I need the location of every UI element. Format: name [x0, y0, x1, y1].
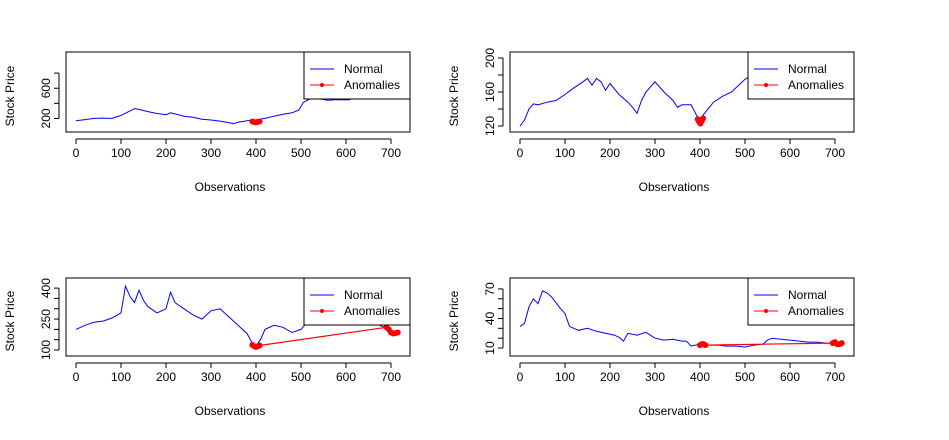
anomaly-point: [700, 115, 707, 122]
series-line-normal: [519, 290, 833, 348]
x-tick-label: 300: [645, 146, 665, 160]
y-tick-label: 400: [39, 278, 53, 298]
x-tick-label: 500: [735, 146, 755, 160]
series-line-normal: [519, 76, 750, 127]
x-tick-label: 200: [156, 146, 176, 160]
anomaly-point: [256, 118, 263, 125]
x-tick-label: 400: [690, 146, 710, 160]
y-tick-label: 200: [39, 108, 53, 128]
x-tick-label: 600: [780, 146, 800, 160]
y-axis-title: Stock Price: [447, 65, 461, 126]
x-axis-title: Observations: [195, 180, 266, 194]
y-tick-label: 250: [39, 309, 53, 329]
y-tick-label: 200: [483, 48, 497, 68]
legend-normal-label: Normal: [788, 62, 827, 76]
x-tick-label: 100: [555, 146, 575, 160]
y-tick-label: 100: [39, 340, 53, 360]
y-tick-label: 160: [483, 82, 497, 102]
y-axis-title: Stock Price: [447, 290, 461, 351]
x-tick-label: 700: [825, 146, 845, 160]
x-tick-label: 0: [517, 146, 524, 160]
x-axis-title: Observations: [639, 404, 710, 418]
y-tick-label: 10: [483, 341, 497, 355]
x-tick-label: 100: [111, 146, 131, 160]
legend-anomalies-marker: [320, 309, 324, 313]
legend-normal-label: Normal: [788, 288, 827, 302]
legend-anomalies-label: Anomalies: [344, 78, 400, 92]
y-tick-label: 120: [483, 116, 497, 136]
x-tick-label: 300: [201, 146, 221, 160]
y-tick-label: 600: [39, 78, 53, 98]
anomaly-point: [702, 342, 709, 349]
x-tick-label: 200: [156, 370, 176, 384]
x-tick-label: 700: [381, 370, 401, 384]
x-tick-label: 500: [291, 370, 311, 384]
x-tick-label: 600: [336, 370, 356, 384]
legend: Normal Anomalies: [747, 277, 855, 326]
x-tick-label: 0: [517, 370, 524, 384]
x-tick-label: 500: [735, 370, 755, 384]
x-tick-label: 0: [73, 370, 80, 384]
legend-anomalies-marker: [320, 83, 324, 87]
legend: Normal Anomalies: [303, 277, 411, 326]
legend-anomalies-marker: [764, 309, 768, 313]
y-axis-title: Stock Price: [3, 65, 17, 126]
legend: Normal Anomalies: [303, 51, 411, 100]
x-tick-label: 300: [645, 370, 665, 384]
x-tick-label: 200: [600, 146, 620, 160]
legend-anomalies-marker: [764, 83, 768, 87]
chart-panel-2: 0 100 200 300 400 500 600 700 120 160 200 Observati…: [447, 48, 855, 194]
x-tick-label: 700: [825, 370, 845, 384]
legend-box: [747, 51, 855, 100]
chart-panel-1: 0 100 200 300 400 500 600 700 200 600 Observations…: [3, 51, 411, 194]
x-axis-title: Observations: [195, 404, 266, 418]
x-tick-label: 400: [690, 370, 710, 384]
legend-anomalies-label: Anomalies: [788, 304, 844, 318]
x-tick-label: 400: [246, 370, 266, 384]
x-tick-label: 400: [246, 146, 266, 160]
x-tick-label: 300: [201, 370, 221, 384]
series-line-normal: [75, 98, 351, 125]
x-tick-label: 200: [600, 370, 620, 384]
y-tick-label: 70: [483, 282, 497, 296]
chart-panel-3: 0 100 200 300 400 500 600 700 100 250 400 Observati…: [3, 277, 411, 418]
legend-anomalies-label: Anomalies: [344, 304, 400, 318]
legend-box: [747, 277, 855, 326]
legend-anomalies-label: Anomalies: [788, 78, 844, 92]
x-axis-title: Observations: [639, 180, 710, 194]
x-tick-label: 0: [73, 146, 80, 160]
anomaly-point: [256, 342, 263, 349]
legend: Normal Anomalies: [747, 51, 855, 100]
anomaly-point: [838, 340, 845, 347]
chart-panel-4: 0 100 200 300 400 500 600 700 10 40 70 Observations…: [447, 277, 855, 418]
x-tick-label: 100: [555, 370, 575, 384]
legend-normal-label: Normal: [344, 288, 383, 302]
y-tick-label: 40: [483, 311, 497, 325]
x-tick-label: 500: [291, 146, 311, 160]
x-tick-label: 600: [780, 370, 800, 384]
y-axis-title: Stock Price: [3, 290, 17, 351]
x-tick-label: 600: [336, 146, 356, 160]
legend-normal-label: Normal: [344, 62, 383, 76]
anomaly-point: [394, 329, 401, 336]
x-tick-label: 100: [111, 370, 131, 384]
x-tick-label: 700: [381, 146, 401, 160]
legend-box: [303, 51, 411, 100]
legend-box: [303, 277, 411, 326]
